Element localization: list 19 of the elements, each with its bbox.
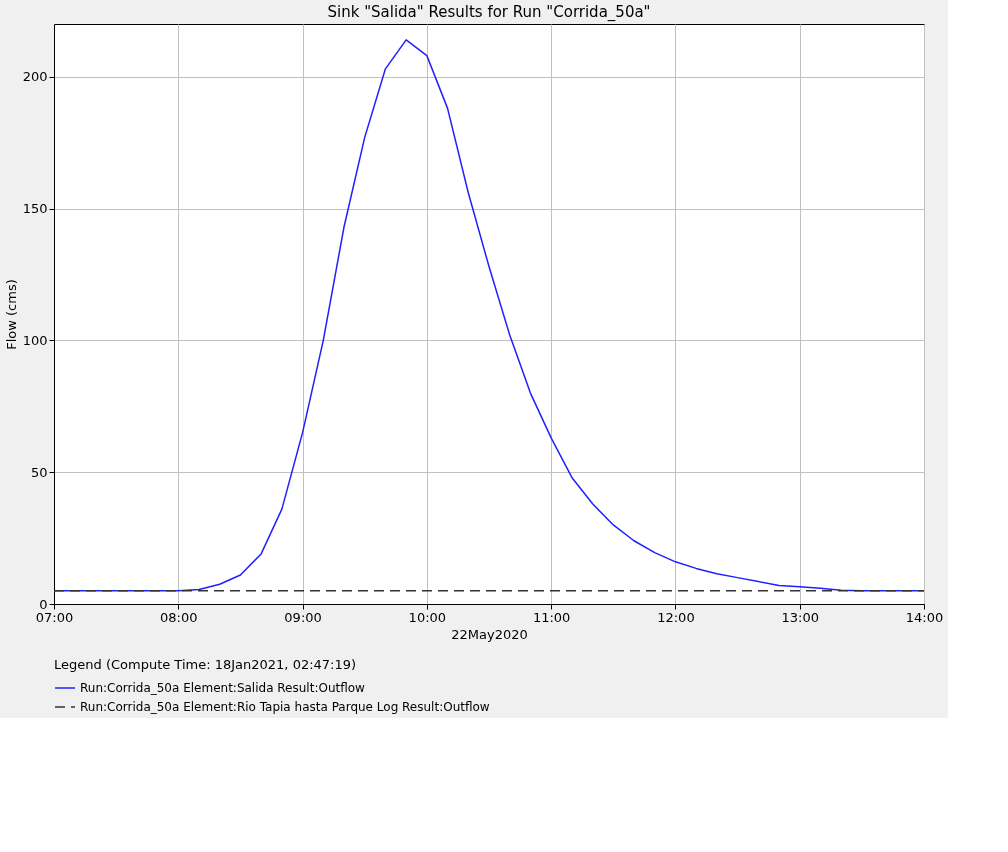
x-tick-label: 13:00 — [781, 609, 819, 625]
legend-title: Legend (Compute Time: 18Jan2021, 02:47:19) — [54, 657, 357, 672]
chart-title: Sink "Salida" Results for Run "Corrida_50a" — [327, 3, 651, 22]
x-tick-label: 07:00 — [35, 609, 74, 625]
x-tick-label: 10:00 — [408, 609, 447, 625]
x-tick-label: 11:00 — [532, 609, 571, 625]
x-tick-label: 12:00 — [657, 609, 695, 625]
legend-label: Run:Corrida_50a Element:Salida Result:Outflow — [80, 681, 366, 695]
x-tick-label: 14:00 — [905, 609, 944, 625]
x-axis-title: 22May2020 — [451, 626, 528, 642]
y-tick-label: 150 — [22, 201, 48, 217]
x-tick-label: 09:00 — [284, 609, 322, 625]
y-tick-label: 50 — [30, 464, 48, 480]
y-axis-title: Flow (cms) — [3, 279, 19, 350]
legend-label: Run:Corrida_50a Element:Rio Tapia hasta Parque Log Result:Outflow — [80, 700, 490, 714]
y-tick-label: 0 — [39, 596, 48, 612]
y-tick-label: 200 — [22, 69, 48, 85]
y-tick-label: 100 — [22, 332, 48, 348]
x-tick-label: 08:00 — [160, 609, 198, 625]
